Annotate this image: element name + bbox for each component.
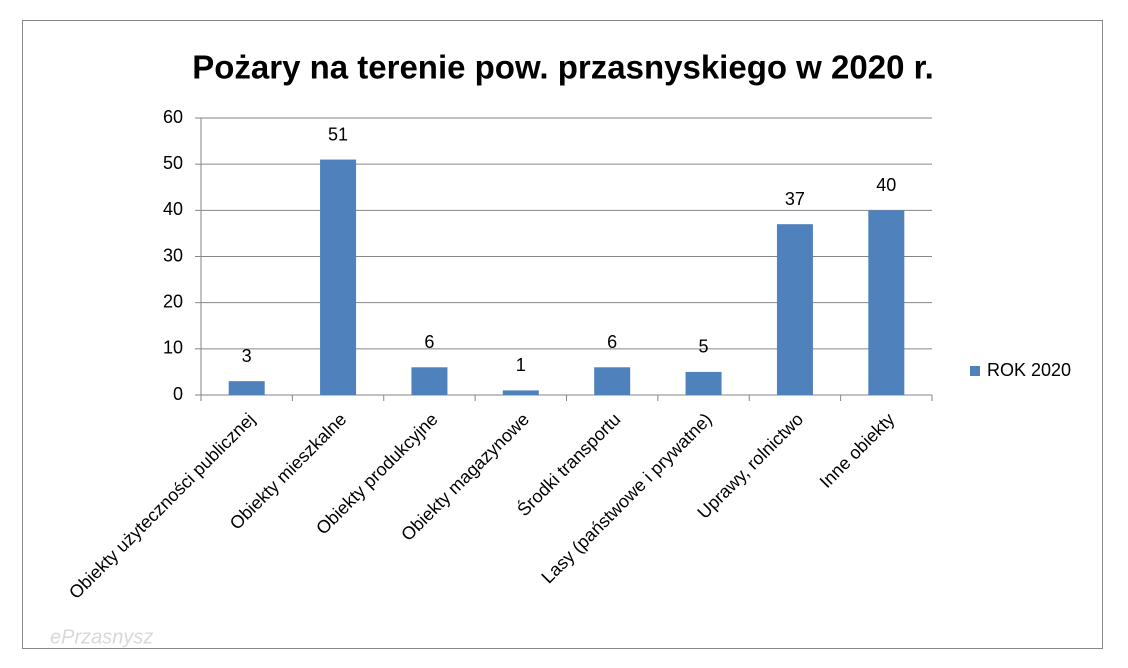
data-label: 3	[242, 346, 252, 366]
bar	[228, 381, 265, 395]
data-label: 40	[876, 175, 896, 195]
chart-border	[22, 20, 1103, 649]
y-tick-label: 60	[163, 107, 183, 127]
data-label: 6	[424, 332, 434, 352]
y-tick-label: 50	[163, 153, 183, 173]
y-tick-label: 30	[163, 245, 183, 265]
y-tick-label: 40	[163, 199, 183, 219]
data-label: 37	[785, 189, 805, 209]
chart-title: Pożary na terenie pow. przasnyskiego w 2…	[192, 49, 934, 86]
y-tick-label: 0	[173, 384, 183, 404]
data-label: 6	[607, 332, 617, 352]
bar	[685, 371, 722, 395]
watermark: ePrzasnysz	[50, 626, 153, 648]
bar	[594, 367, 631, 395]
legend-label: ROK 2020	[987, 360, 1071, 380]
y-tick-label: 20	[163, 291, 183, 311]
legend-swatch	[970, 366, 980, 376]
bar	[776, 224, 813, 395]
data-label: 51	[328, 124, 348, 144]
data-label: 1	[516, 355, 526, 375]
bar	[868, 210, 905, 395]
y-tick-label: 10	[163, 338, 183, 358]
data-label: 5	[699, 337, 709, 357]
bar	[502, 390, 539, 395]
bar	[411, 367, 448, 395]
bar	[320, 159, 357, 395]
